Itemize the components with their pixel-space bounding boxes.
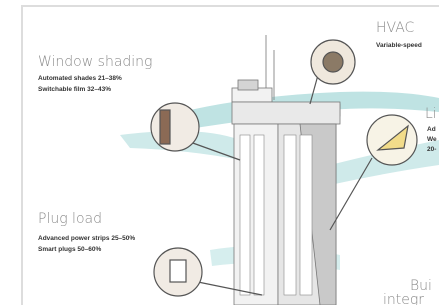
callout-line: Switchable film 32–43%	[38, 86, 111, 93]
callout-line: We	[427, 136, 437, 143]
infographic: Window shading Automated shades 21–38% S…	[0, 0, 439, 305]
callout-line: Variable-speed	[376, 42, 422, 49]
callout-line: Smart plugs 50–60%	[38, 246, 101, 253]
callout-title: Li	[425, 106, 437, 122]
callout-title: Window shading	[38, 54, 152, 70]
callout-title: HVAC	[376, 20, 415, 36]
callout-line: integr	[383, 292, 424, 305]
callout-line: 20-	[427, 146, 436, 153]
callout-line: Advanced power strips 25–50%	[38, 235, 135, 242]
callout-line: Ad	[427, 126, 436, 133]
callout-title: Plug load	[38, 211, 102, 227]
callout-line: Automated shades 21–38%	[38, 75, 122, 82]
